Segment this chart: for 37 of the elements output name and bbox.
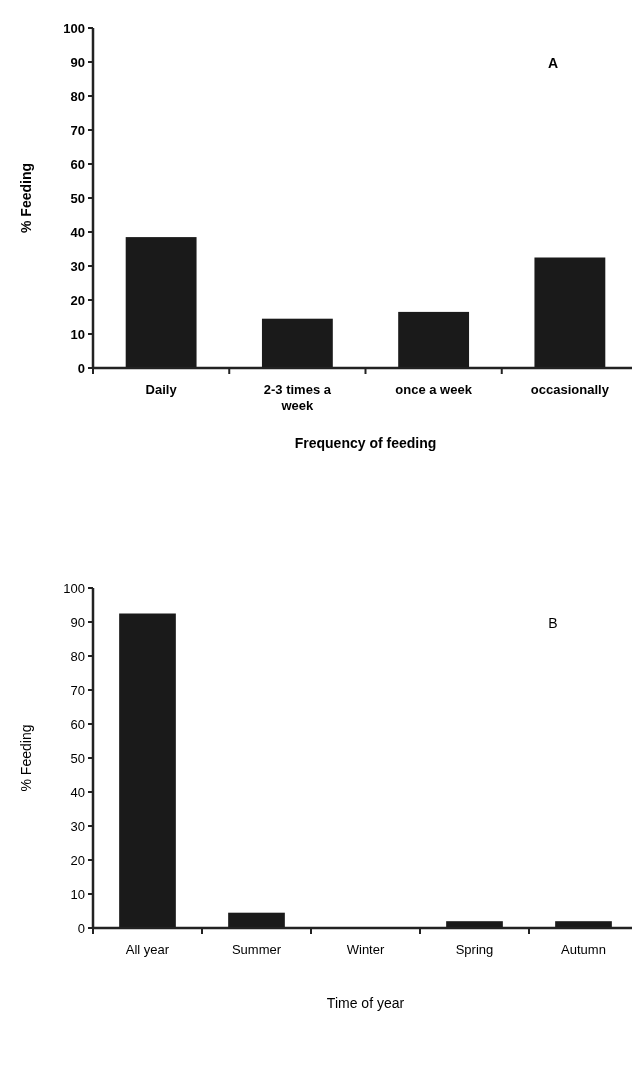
y-tick-label: 20: [70, 852, 85, 868]
y-tick-label: 60: [70, 716, 85, 732]
y-tick-label: 70: [70, 122, 85, 138]
x-tick-label: Spring: [455, 942, 494, 957]
annotation: A: [547, 55, 559, 71]
x-tick-label: Winter: [346, 942, 385, 957]
y-tick-label: 100: [63, 20, 85, 36]
x-tick-label: 2-3 times a week: [263, 382, 332, 413]
y-tick-label: 80: [70, 648, 85, 664]
y-tick-label: 90: [70, 614, 85, 630]
y-tick-label: 30: [70, 818, 85, 834]
y-tick-label: 40: [70, 224, 85, 240]
y-tick-label: 70: [70, 682, 85, 698]
x-tick-label: Daily: [145, 382, 178, 397]
y-tick-label: 50: [70, 190, 85, 206]
y-axis-title: % Feeding: [18, 724, 34, 792]
annotation: B: [548, 615, 558, 631]
y-tick-label: 100: [63, 580, 85, 596]
x-axis-title: Frequency of feeding: [294, 435, 437, 451]
y-tick-label: 10: [70, 326, 85, 342]
x-tick-label: occasionally: [530, 382, 610, 397]
y-tick-label: 50: [70, 750, 85, 766]
y-tick-label: 30: [70, 258, 85, 274]
x-tick-label: All year: [125, 942, 170, 957]
y-tick-label: 40: [70, 784, 85, 800]
y-tick-label: 80: [70, 88, 85, 104]
y-tick-label: 0: [77, 360, 85, 376]
x-tick-label: Summer: [231, 942, 282, 957]
y-tick-label: 0: [77, 920, 85, 936]
y-tick-label: 10: [70, 886, 85, 902]
y-tick-label: 20: [70, 292, 85, 308]
x-tick-label: Autumn: [561, 942, 606, 957]
y-tick-label: 90: [70, 54, 85, 70]
y-tick-label: 60: [70, 156, 85, 172]
x-axis-title: Time of year: [326, 995, 405, 1011]
x-tick-label: once a week: [395, 382, 473, 397]
y-axis-title: % Feeding: [18, 162, 34, 234]
